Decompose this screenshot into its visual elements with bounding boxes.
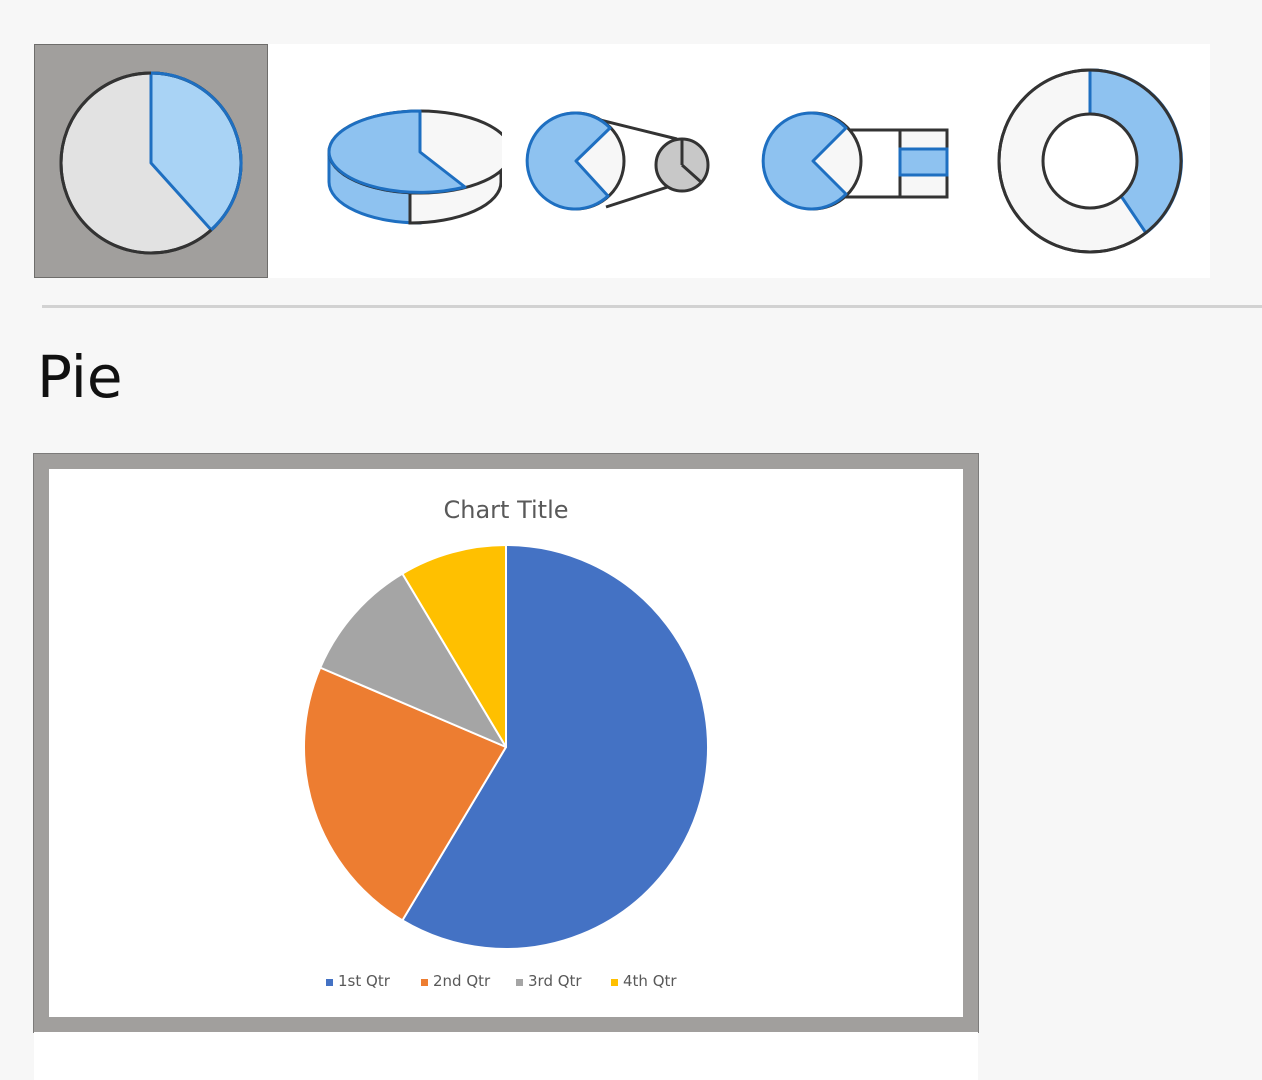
legend-swatch-3 <box>516 979 523 986</box>
chart-preview[interactable]: Chart Title 1st Qtr 2nd Qtr 3rd Qtr 4th Qtr <box>33 453 979 1033</box>
legend-swatch-2 <box>421 979 428 986</box>
subtype-bar-of-pie-button[interactable] <box>736 44 970 278</box>
bar-of-pie-icon <box>761 111 949 211</box>
chart-subtype-gallery <box>34 44 1210 278</box>
pie-slice-2 <box>303 666 507 922</box>
3d-pie-icon <box>327 109 502 225</box>
legend-label-4: 4th Qtr <box>623 972 677 990</box>
chart-title: Chart Title <box>443 496 568 524</box>
subtype-pie-of-pie-button[interactable] <box>502 44 736 278</box>
legend-swatch-1 <box>326 979 333 986</box>
preview-description-area <box>34 1032 978 1080</box>
legend-label-2: 2nd Qtr <box>433 972 491 990</box>
pie-of-pie-icon <box>525 111 710 211</box>
legend-label-1: 1st Qtr <box>338 972 391 990</box>
chart-legend: 1st Qtr 2nd Qtr 3rd Qtr 4th Qtr <box>326 972 677 990</box>
pie-slice-4 <box>401 544 507 748</box>
doughnut-icon <box>997 68 1183 254</box>
subtype-pie-button[interactable] <box>34 44 268 278</box>
subtype-doughnut-button[interactable] <box>970 44 1204 278</box>
gallery-divider <box>42 305 1262 308</box>
chart-type-title: Pie <box>37 343 123 411</box>
subtype-3d-pie-button[interactable] <box>268 44 502 278</box>
pie-slice-3 <box>319 572 507 748</box>
legend-label-3: 3rd Qtr <box>528 972 582 990</box>
legend-swatch-4 <box>611 979 618 986</box>
pie-slice-1 <box>401 544 709 950</box>
pie-chart: Chart Title 1st Qtr 2nd Qtr 3rd Qtr 4th Qtr <box>303 496 709 990</box>
pie-icon <box>59 71 243 255</box>
